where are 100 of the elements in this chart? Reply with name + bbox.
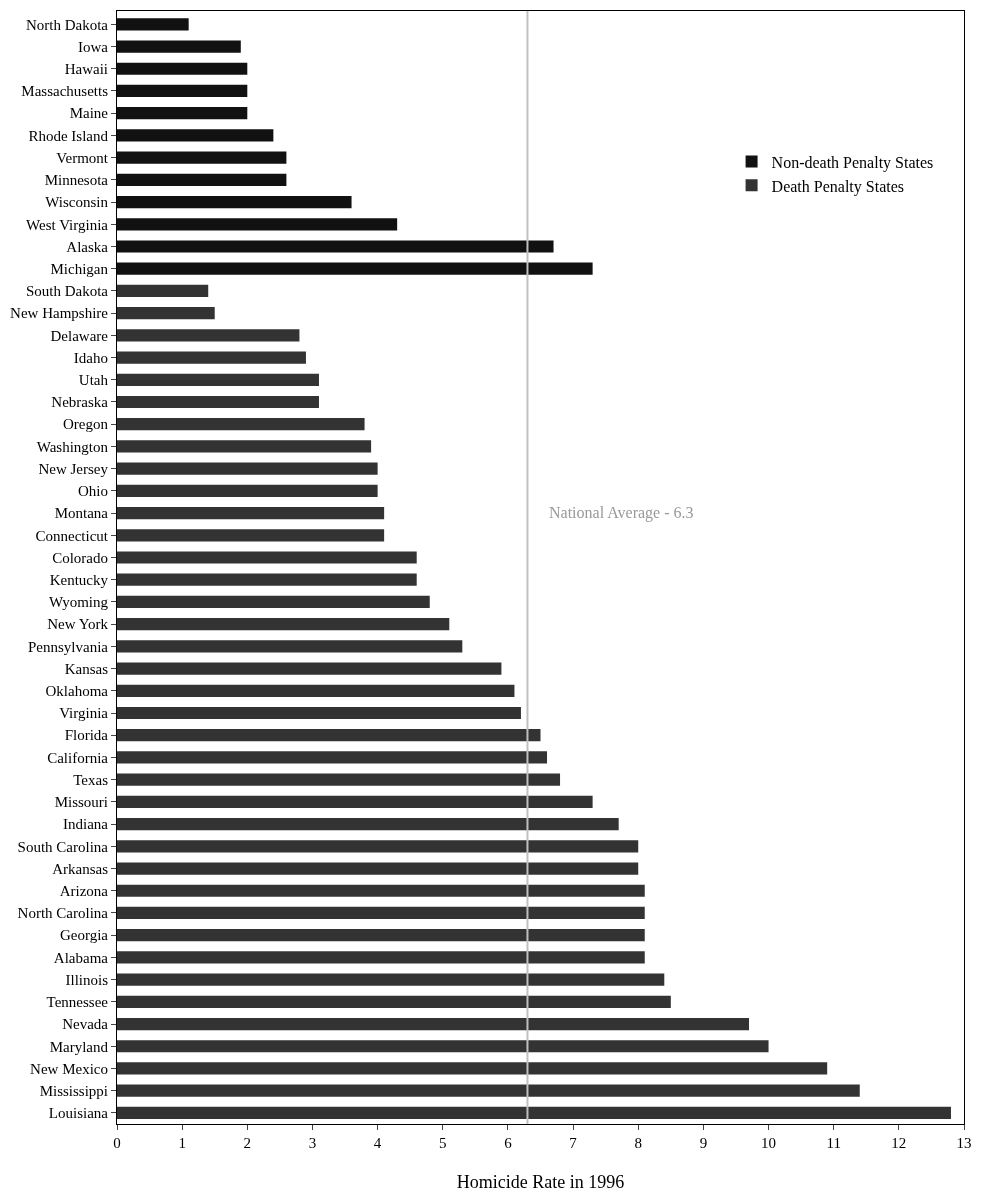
bar	[117, 40, 241, 53]
bar	[117, 173, 287, 186]
y-tick-label: Hawaii	[64, 61, 108, 78]
bar	[117, 1084, 860, 1097]
y-tick-label: Nebraska	[51, 394, 109, 411]
bar	[117, 529, 385, 542]
bar	[117, 195, 352, 209]
y-tick-label: Kansas	[64, 660, 109, 677]
y-tick-label: New Jersey	[38, 460, 109, 477]
y-tick-label: Connecticut	[35, 527, 109, 544]
y-tick-label: Alaska	[66, 238, 109, 255]
y-tick-label: Minnesota	[44, 172, 109, 189]
y-tick-label: Texas	[73, 771, 109, 788]
y-tick-label: Oklahoma	[45, 683, 109, 700]
bar	[117, 1017, 749, 1031]
bar	[117, 440, 372, 453]
bar	[117, 1040, 769, 1053]
y-tick-label: Massachusetts	[21, 83, 109, 100]
y-tick-label: South Carolina	[17, 838, 109, 855]
x-tick-label: 6	[504, 1135, 513, 1151]
bar	[117, 462, 378, 475]
bar	[117, 84, 248, 98]
bar	[117, 884, 645, 897]
bar	[117, 129, 274, 142]
y-tick-label: Michigan	[50, 260, 109, 277]
y-tick-label: Georgia	[59, 927, 109, 944]
bar	[117, 373, 319, 386]
y-tick-label: Ohio	[78, 483, 108, 500]
bar	[117, 551, 417, 564]
bar	[117, 1062, 828, 1075]
y-tick-label: Maine	[69, 105, 109, 122]
y-tick-label: Wisconsin	[45, 194, 109, 211]
bar	[117, 840, 639, 853]
y-tick-label: California	[47, 749, 109, 766]
x-tick-label: 12	[891, 1135, 907, 1151]
bar	[117, 729, 541, 742]
y-tick-label: Illinois	[65, 971, 109, 988]
bar	[117, 218, 398, 231]
y-tick-label: Arkansas	[52, 860, 109, 877]
bar	[117, 795, 593, 808]
bar	[117, 951, 645, 964]
bar	[117, 995, 671, 1008]
bar	[117, 151, 287, 164]
bar	[117, 506, 385, 520]
y-tick-label: West Virginia	[26, 216, 109, 233]
x-tick-label: 3	[308, 1135, 317, 1151]
y-tick-label: Louisiana	[48, 1105, 109, 1122]
bar	[117, 484, 378, 497]
x-tick-label: 11	[826, 1135, 841, 1151]
y-tick-label: Arizona	[59, 882, 109, 899]
y-tick-label: Delaware	[50, 327, 109, 344]
y-tick-label: Wyoming	[48, 594, 109, 611]
bar	[117, 262, 593, 275]
x-tick-label: 10	[761, 1135, 777, 1151]
x-tick-label: 4	[373, 1135, 382, 1151]
x-tick-label: 1	[178, 1135, 186, 1151]
y-tick-label: Tennessee	[46, 994, 109, 1011]
bar	[117, 817, 619, 831]
y-tick-label: North Carolina	[17, 905, 109, 922]
bar	[117, 906, 645, 920]
y-tick-label: South Dakota	[25, 283, 109, 300]
bar	[117, 973, 665, 986]
y-tick-label: New Hampshire	[10, 305, 109, 322]
bar	[117, 751, 548, 764]
y-tick-label: Vermont	[56, 149, 109, 166]
bar	[117, 662, 502, 675]
legend-label: Non-death Penalty States	[771, 153, 934, 172]
bar	[117, 329, 300, 342]
bar	[117, 706, 521, 720]
bar	[117, 618, 450, 631]
bar	[117, 640, 463, 653]
y-tick-label: New Mexico	[30, 1060, 108, 1077]
y-tick-label: Utah	[78, 372, 109, 389]
y-tick-label: Florida	[64, 727, 109, 744]
bar	[117, 418, 365, 431]
bar	[117, 595, 430, 609]
x-tick-label: 7	[569, 1135, 578, 1151]
x-axis-title: Homicide Rate in 1996	[456, 1172, 625, 1193]
bar	[117, 240, 554, 253]
bar	[117, 284, 209, 298]
y-tick-label: Mississippi	[39, 1082, 108, 1099]
x-tick-label: 8	[634, 1135, 642, 1151]
bar	[117, 1106, 951, 1119]
x-tick-label: 5	[439, 1135, 447, 1151]
bar	[117, 18, 189, 31]
bar	[117, 395, 319, 409]
y-tick-label: North Dakota	[25, 16, 109, 33]
x-tick-label: 0	[113, 1135, 121, 1151]
bar	[117, 62, 248, 75]
bar	[117, 107, 248, 120]
y-tick-label: New York	[47, 616, 109, 633]
bar	[117, 573, 417, 586]
y-tick-label: Colorado	[52, 549, 108, 566]
y-tick-label: Indiana	[63, 816, 109, 833]
bar	[117, 862, 639, 875]
y-tick-label: Pennsylvania	[28, 638, 109, 655]
bar	[117, 351, 306, 364]
bar	[117, 929, 645, 942]
y-tick-label: Rhode Island	[28, 127, 109, 144]
bar	[117, 773, 561, 786]
